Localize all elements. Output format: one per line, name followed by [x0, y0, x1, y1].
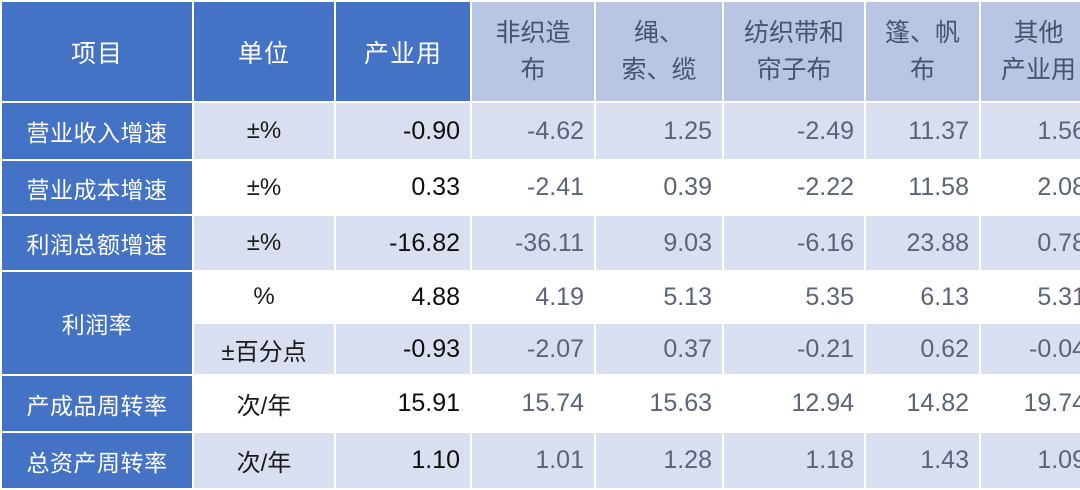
- column-header-industrial-total: 产业用: [336, 2, 470, 101]
- row-label-total-profit-growth: 利润总额增速: [2, 216, 192, 270]
- cell-total-assets-turnover-industrial-total: 1.10: [336, 433, 470, 488]
- cell-finished-goods-turnover-industrial-total: 15.91: [336, 376, 470, 431]
- table-row: 营业成本增速 ±% 0.33 -2.41 0.39 -2.22 11.58 2.…: [2, 161, 1080, 214]
- cell-operating-cost-growth-tape: -2.22: [724, 161, 864, 214]
- cell-operating-revenue-growth-industrial-total: -0.90: [336, 103, 470, 159]
- column-header-tape-line1: 纺织带和: [743, 19, 844, 48]
- cell-operating-cost-growth-canvas: 11.58: [866, 161, 979, 214]
- column-header-tape-cord-fabric: 纺织带和 帘子布: [724, 2, 864, 101]
- table-row: 利润总额增速 ±% -16.82 -36.11 9.03 -6.16 23.88…: [2, 216, 1080, 270]
- cell-total-profit-growth-canvas: 23.88: [866, 216, 979, 270]
- cell-finished-goods-turnover-rope: 15.63: [596, 376, 722, 431]
- row-label-finished-goods-turnover: 产成品周转率: [2, 376, 192, 431]
- column-header-other-industrial: 其他 产业用: [981, 2, 1080, 101]
- column-header-canvas-line2: 布: [909, 55, 935, 84]
- cell-operating-revenue-growth-canvas: 11.37: [866, 103, 979, 159]
- cell-profit-rate-tape: 5.35: [724, 272, 864, 322]
- cell-profit-rate-change-industrial-total: -0.93: [336, 324, 470, 374]
- row-unit-total-profit-growth: ±%: [194, 216, 334, 270]
- cell-profit-rate-nonwoven: 4.19: [472, 272, 594, 322]
- cell-profit-rate-canvas: 6.13: [866, 272, 979, 322]
- cell-operating-cost-growth-nonwoven: -2.41: [472, 161, 594, 214]
- cell-profit-rate-industrial-total: 4.88: [336, 272, 470, 322]
- row-label-operating-cost-growth: 营业成本增速: [2, 161, 192, 214]
- cell-profit-rate-change-nonwoven: -2.07: [472, 324, 594, 374]
- row-unit-finished-goods-turnover: 次/年: [194, 376, 334, 431]
- column-header-other-line2: 产业用: [1000, 55, 1076, 84]
- cell-operating-cost-growth-rope: 0.39: [596, 161, 722, 214]
- row-unit-operating-cost-growth: ±%: [194, 161, 334, 214]
- cell-operating-cost-growth-industrial-total: 0.33: [336, 161, 470, 214]
- column-header-tape-line2: 帘子布: [756, 55, 832, 84]
- cell-total-assets-turnover-nonwoven: 1.01: [472, 433, 594, 488]
- cell-total-profit-growth-rope: 9.03: [596, 216, 722, 270]
- cell-profit-rate-other: 5.31: [981, 272, 1080, 322]
- cell-total-profit-growth-other: 0.78: [981, 216, 1080, 270]
- cell-total-assets-turnover-rope: 1.28: [596, 433, 722, 488]
- cell-profit-rate-change-tape: -0.21: [724, 324, 864, 374]
- table-row: 利润率 % 4.88 4.19 5.13 5.35 6.13 5.31: [2, 272, 1080, 374]
- column-header-canvas-sail: 篷、帆 布: [866, 2, 979, 101]
- column-header-item: 项目: [2, 2, 192, 101]
- cell-operating-revenue-growth-other: 1.56: [981, 103, 1080, 159]
- row-unit-profit-rate-change: ±百分点: [194, 324, 334, 374]
- cell-total-profit-growth-tape: -6.16: [724, 216, 864, 270]
- table-row: 总资产周转率 次/年 1.10 1.01 1.28 1.18 1.43 1.09: [2, 433, 1080, 488]
- column-header-rope-cord-cable: 绳、 索、缆: [596, 2, 722, 101]
- table-header-row: 项目 单位 产业用 非织造 布 绳、 索、缆 纺织带和 帘子布 篷、帆 布 其他…: [2, 2, 1080, 101]
- cell-operating-revenue-growth-rope: 1.25: [596, 103, 722, 159]
- row-unit-profit-rate-percent: %: [194, 272, 334, 322]
- row-unit-operating-revenue-growth: ±%: [194, 103, 334, 159]
- column-header-other-line1: 其他: [1013, 19, 1064, 48]
- cell-profit-rate-change-rope: 0.37: [596, 324, 722, 374]
- cell-total-profit-growth-nonwoven: -36.11: [472, 216, 594, 270]
- cell-operating-cost-growth-other: 2.08: [981, 161, 1080, 214]
- column-header-nonwoven-line1: 非织造: [495, 19, 571, 48]
- cell-operating-revenue-growth-tape: -2.49: [724, 103, 864, 159]
- cell-total-profit-growth-industrial-total: -16.82: [336, 216, 470, 270]
- column-header-canvas-line1: 篷、帆: [884, 19, 960, 48]
- cell-finished-goods-turnover-nonwoven: 15.74: [472, 376, 594, 431]
- column-header-rope-line1: 绳、: [633, 19, 684, 48]
- table-row: 营业收入增速 ±% -0.90 -4.62 1.25 -2.49 11.37 1…: [2, 103, 1080, 159]
- column-header-nonwoven: 非织造 布: [472, 2, 594, 101]
- cell-finished-goods-turnover-tape: 12.94: [724, 376, 864, 431]
- cell-profit-rate-change-canvas: 0.62: [866, 324, 979, 374]
- column-header-nonwoven-line2: 布: [520, 55, 546, 84]
- cell-total-assets-turnover-canvas: 1.43: [866, 433, 979, 488]
- cell-operating-revenue-growth-nonwoven: -4.62: [472, 103, 594, 159]
- cell-finished-goods-turnover-canvas: 14.82: [866, 376, 979, 431]
- cell-profit-rate-change-other: -0.04: [981, 324, 1080, 374]
- table-row: 产成品周转率 次/年 15.91 15.74 15.63 12.94 14.82…: [2, 376, 1080, 431]
- cell-finished-goods-turnover-other: 19.74: [981, 376, 1080, 431]
- column-header-unit: 单位: [194, 2, 334, 101]
- cell-total-assets-turnover-other: 1.09: [981, 433, 1080, 488]
- table-row: ±百分点 -0.93 -2.07 0.37 -0.21 0.62 -0.04: [2, 324, 1080, 374]
- row-label-operating-revenue-growth: 营业收入增速: [2, 103, 192, 159]
- cell-total-assets-turnover-tape: 1.18: [724, 433, 864, 488]
- cell-profit-rate-rope: 5.13: [596, 272, 722, 322]
- column-header-rope-line2: 索、缆: [621, 55, 697, 84]
- row-label-profit-rate: 利润率: [2, 272, 192, 374]
- row-unit-total-assets-turnover: 次/年: [194, 433, 334, 488]
- row-label-total-assets-turnover: 总资产周转率: [2, 433, 192, 488]
